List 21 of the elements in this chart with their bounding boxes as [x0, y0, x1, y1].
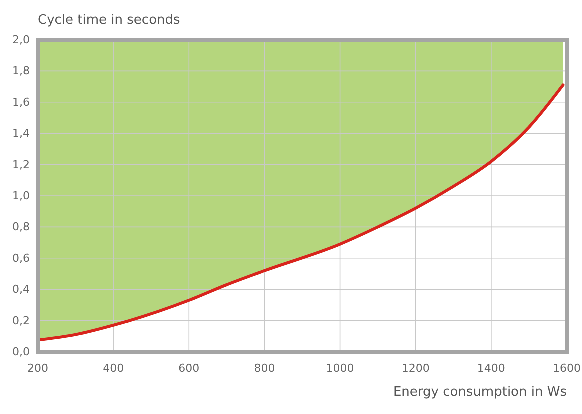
x-tick-label: 1200	[402, 362, 430, 375]
y-tick-label: 1,0	[12, 190, 30, 203]
y-tick-label: 0,4	[12, 283, 30, 296]
y-tick-label: 0,6	[12, 252, 30, 265]
x-axis-title: Energy consumption in Ws	[393, 385, 568, 400]
x-tick-label: 200	[28, 362, 48, 375]
x-tick-label: 1600	[553, 362, 581, 375]
y-tick-label: 0,8	[12, 220, 30, 234]
y-tick-label: 1,4	[12, 127, 30, 140]
y-tick-label: 2,0	[12, 34, 30, 47]
x-tick-label: 1400	[477, 362, 506, 375]
x-tick-label: 400	[103, 362, 124, 375]
y-tick-label: 1,6	[12, 96, 30, 109]
y-tick-label: 1,8	[12, 64, 30, 78]
x-tick-label: 1000	[326, 362, 354, 375]
y-tick-label: 0,2	[12, 314, 30, 328]
chart-title: Cycle time in seconds	[38, 13, 181, 28]
x-tick-label: 800	[254, 362, 276, 375]
x-tick-label: 600	[178, 362, 200, 375]
y-tick-label: 1,2	[12, 158, 30, 172]
y-tick-label: 0,0	[12, 346, 30, 359]
